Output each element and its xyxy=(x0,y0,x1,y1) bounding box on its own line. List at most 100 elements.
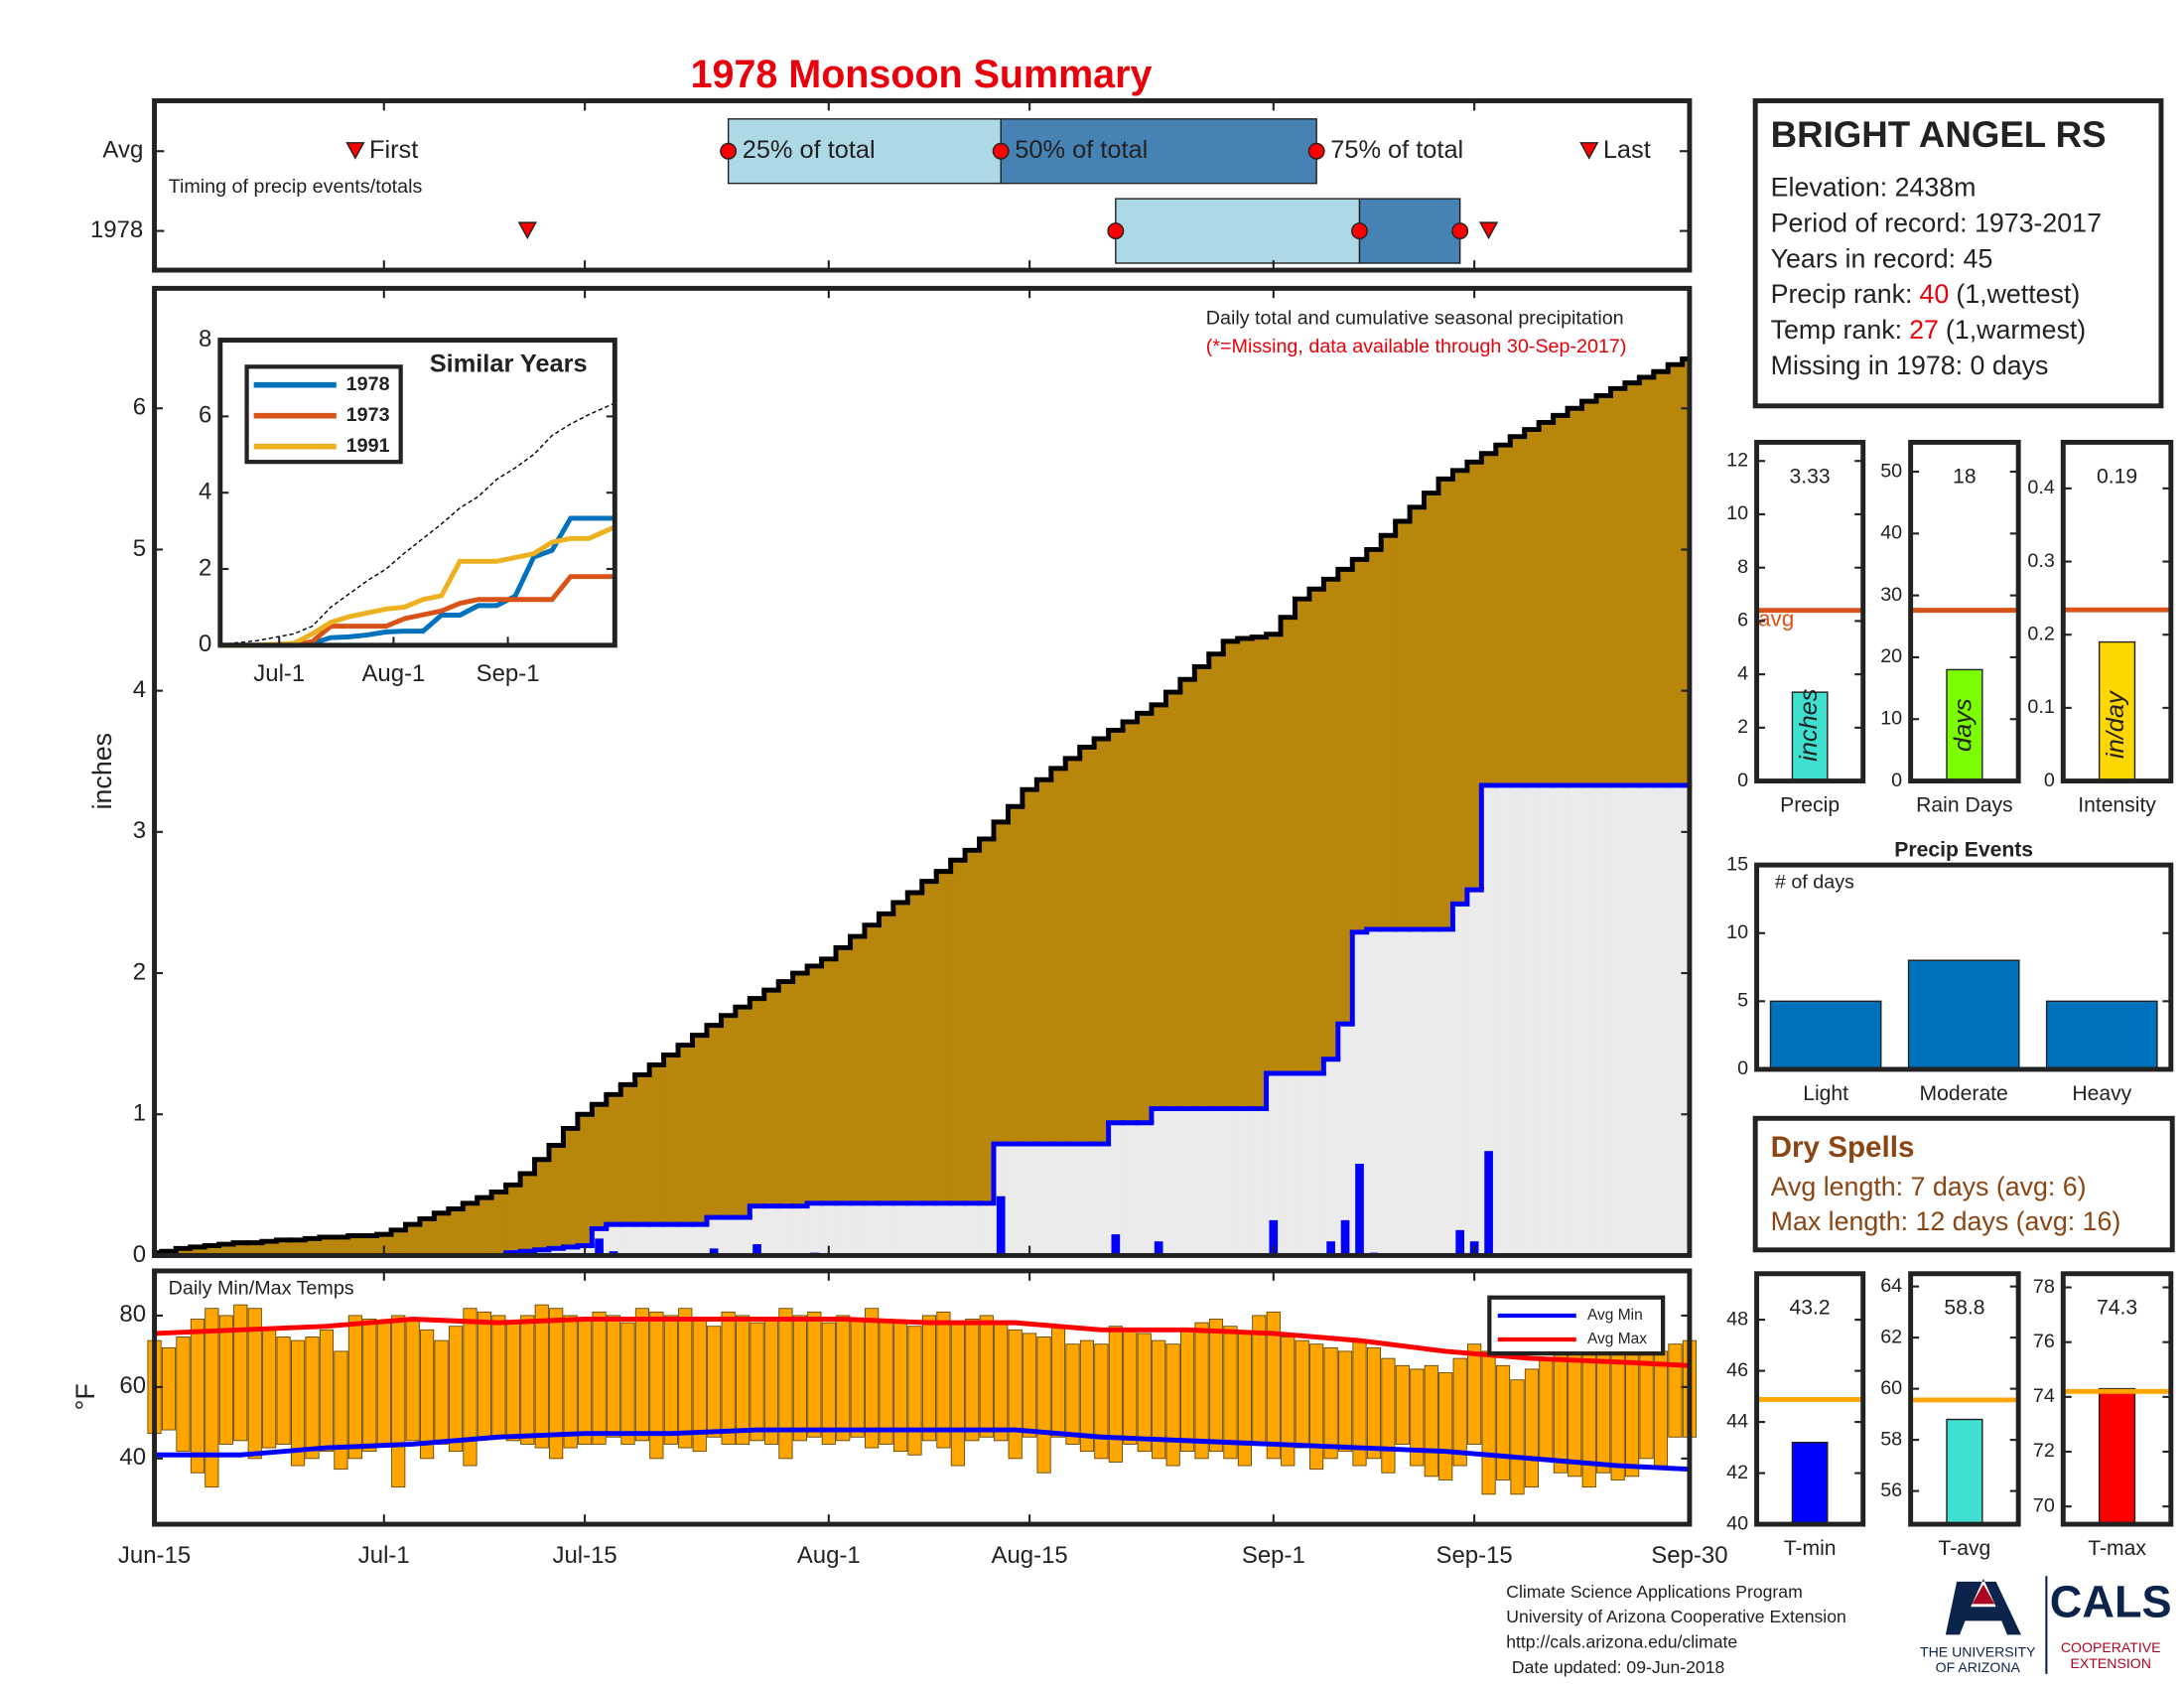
year-area xyxy=(692,1223,708,1256)
legend-label: Avg Max xyxy=(1587,1331,1647,1347)
y-tick-label: 40 xyxy=(1726,1512,1748,1534)
temp-range-bar xyxy=(1295,1339,1309,1449)
temp-range-bar xyxy=(1208,1319,1224,1453)
y-tick-label: 64 xyxy=(1880,1275,1902,1297)
year-area xyxy=(763,1205,779,1256)
station-line: Years in record: 45 xyxy=(1771,243,1993,273)
temp-range-bar xyxy=(1337,1350,1353,1453)
year-area xyxy=(1409,928,1425,1256)
y-tick-label: 20 xyxy=(1880,645,1902,667)
daily-bar xyxy=(1484,1151,1493,1256)
panel-title: Daily Min/Max Temps xyxy=(169,1277,354,1299)
avg-area xyxy=(448,1208,464,1256)
temp-range-bar xyxy=(1395,1364,1410,1445)
point-label: Last xyxy=(1603,136,1651,164)
temp-range-bar xyxy=(1180,1329,1195,1453)
year-area xyxy=(721,1216,737,1256)
y-tick-label: 4 xyxy=(199,479,211,505)
bar xyxy=(1907,959,2020,1070)
plot-frame xyxy=(1908,439,2021,784)
year-area xyxy=(1524,784,1540,1256)
avg-temp-line xyxy=(154,1427,1691,1473)
year-area xyxy=(864,1202,880,1256)
quantile-dot xyxy=(1451,222,1469,240)
daily-bar xyxy=(709,1248,719,1256)
bar xyxy=(1791,691,1829,782)
y-tick-label: 0 xyxy=(1891,770,1902,791)
quantile-box xyxy=(1000,118,1317,185)
bar xyxy=(2098,640,2136,782)
avg-area xyxy=(477,1196,492,1256)
temp-range-bar xyxy=(1438,1372,1453,1480)
daily-bar xyxy=(1326,1241,1335,1256)
unit-label: in/day xyxy=(2102,690,2129,759)
quantile-box xyxy=(1115,198,1361,264)
temp-range-bar xyxy=(1079,1339,1094,1453)
logo-a-inner xyxy=(1972,1584,1995,1605)
y-tick-label: 80 xyxy=(119,1301,146,1328)
temp-range-bar xyxy=(1223,1326,1238,1460)
x-tick-label: Jul-1 xyxy=(253,660,305,687)
rank-note: (1,warmest) xyxy=(1946,315,2086,345)
temp-range-bar xyxy=(907,1326,922,1456)
row-label: 1978 xyxy=(90,216,143,243)
y-tick-label: 15 xyxy=(1726,853,1748,875)
rank-label: Precip rank: xyxy=(1771,279,1913,309)
category-label: Rain Days xyxy=(1916,794,2012,817)
avg-area xyxy=(950,859,966,1256)
year-area xyxy=(1308,1072,1324,1256)
university-name: THE UNIVERSITY xyxy=(1920,1643,2036,1659)
temp-range-bar xyxy=(578,1319,593,1445)
note: (*=Missing, data available through 30-Se… xyxy=(1206,336,1627,357)
temp-range-bar xyxy=(1137,1333,1152,1453)
y-tick-label: 0.2 xyxy=(2027,623,2054,644)
year-area xyxy=(806,1202,822,1256)
y-tick-label: 40 xyxy=(1880,522,1902,544)
point-label: First xyxy=(369,136,418,164)
daily-bar xyxy=(1355,1164,1364,1256)
year-area xyxy=(1137,1122,1153,1256)
temp-range-bar xyxy=(750,1322,764,1442)
temp-range-bar xyxy=(736,1315,751,1445)
daily-bar xyxy=(1455,1229,1465,1256)
plot-frame xyxy=(152,98,1693,273)
year-area xyxy=(1179,1108,1195,1256)
year-area xyxy=(1437,928,1453,1256)
temp-range-bar xyxy=(291,1339,306,1467)
rank-line: Temp rank: 27 (1,warmest) xyxy=(1771,315,2087,345)
main-title: 1978 Monsoon Summary xyxy=(691,53,1153,96)
year-area xyxy=(1165,1108,1181,1256)
y-tick-label: 48 xyxy=(1726,1308,1748,1330)
y-tick-label: 0 xyxy=(199,631,211,657)
annotation: # of days xyxy=(1775,872,1854,894)
temp-range-bar xyxy=(549,1308,564,1460)
year-area xyxy=(1064,1143,1081,1256)
y-tick-label: 8 xyxy=(199,326,211,352)
year-area xyxy=(1050,1143,1066,1256)
year-area xyxy=(1638,784,1655,1256)
temp-range-bar xyxy=(707,1326,722,1438)
temp-range-bar xyxy=(1410,1368,1425,1467)
rank-value: 27 xyxy=(1909,315,1939,345)
year-area xyxy=(1193,1108,1210,1256)
temp-range-bar xyxy=(477,1311,492,1438)
temp-range-bar xyxy=(979,1315,994,1438)
quantile-dot xyxy=(720,142,738,160)
y-tick-label: 2 xyxy=(133,958,146,985)
year-area xyxy=(1222,1108,1239,1256)
temp-range-bar xyxy=(1524,1368,1540,1488)
year-area xyxy=(792,1205,808,1256)
value-label: 58.8 xyxy=(1944,1297,1984,1320)
year-area xyxy=(979,1202,995,1256)
legend-box xyxy=(1487,1295,1666,1356)
point-label: 75% of total xyxy=(1330,136,1463,164)
event-triangle xyxy=(1579,142,1599,160)
rank-note: (1,wettest) xyxy=(1956,279,2080,309)
category-label: T-max xyxy=(2088,1537,2146,1560)
temp-range-bar xyxy=(1266,1311,1281,1460)
value-label: 18 xyxy=(1953,465,1977,488)
y-tick-label: 72 xyxy=(2033,1440,2055,1462)
legend-label: 1973 xyxy=(346,404,390,426)
similar-year-line xyxy=(219,574,615,648)
